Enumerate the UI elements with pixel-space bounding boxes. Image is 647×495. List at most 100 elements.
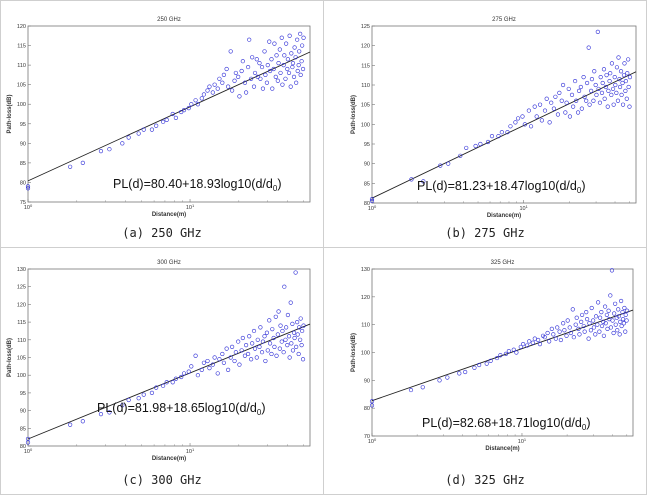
- data-point: [602, 96, 607, 101]
- y-tick-label: 110: [17, 338, 26, 344]
- data-point: [603, 321, 608, 326]
- data-point: [581, 323, 586, 329]
- data-point: [610, 86, 616, 92]
- data-point: [570, 307, 575, 312]
- data-point: [280, 328, 285, 334]
- data-point: [255, 337, 260, 342]
- y-tick-label: 85: [20, 161, 26, 167]
- data-point: [619, 92, 624, 97]
- data-point: [526, 108, 531, 113]
- data-point: [201, 360, 207, 365]
- data-point: [549, 326, 554, 331]
- x-tick-label: 101: [186, 203, 195, 211]
- data-point: [488, 358, 493, 363]
- data-point: [562, 328, 567, 333]
- data-point: [226, 84, 231, 89]
- data-point: [252, 70, 258, 76]
- data-point: [205, 88, 210, 93]
- data-point: [565, 318, 570, 323]
- data-point: [617, 332, 622, 337]
- data-point: [193, 353, 198, 358]
- data-point: [525, 343, 530, 348]
- data-point: [298, 72, 303, 77]
- data-point: [179, 109, 184, 115]
- data-point: [252, 346, 258, 351]
- data-point: [623, 329, 628, 334]
- data-point: [288, 300, 293, 305]
- data-point: [369, 399, 375, 404]
- data-point: [586, 336, 591, 341]
- data-point: [294, 344, 299, 349]
- data-point: [611, 330, 616, 336]
- data-point: [567, 114, 573, 119]
- data-point: [582, 94, 587, 99]
- data-point: [560, 82, 566, 88]
- data-point: [257, 61, 262, 66]
- data-point: [289, 51, 294, 56]
- data-point: [247, 334, 252, 339]
- data-point: [608, 325, 614, 330]
- y-tick-label: 95: [364, 142, 370, 148]
- data-point: [537, 342, 543, 347]
- data-point: [297, 325, 302, 330]
- data-point: [278, 323, 283, 328]
- y-tick-label: 70: [364, 434, 370, 440]
- data-point: [170, 380, 175, 385]
- data-point: [25, 436, 31, 442]
- data-point: [299, 59, 304, 64]
- y-tick-label: 110: [17, 63, 26, 69]
- y-tick-label: 120: [17, 24, 26, 30]
- plot-frame-b: [371, 25, 637, 204]
- data-point: [285, 66, 290, 72]
- data-point: [25, 186, 31, 191]
- data-point: [228, 355, 233, 360]
- data-point: [299, 343, 304, 348]
- data-point: [107, 410, 112, 415]
- data-point: [593, 82, 598, 88]
- data-point: [259, 64, 265, 70]
- data-point: [149, 390, 155, 396]
- chart-a: 250 GHz 75 80 85 90 95 100 105 110 115 120 100 101Di…: [7, 17, 311, 218]
- fit-equation-c: PL(d)=81.98+18.65log10(d/d0): [97, 401, 265, 417]
- data-point: [229, 344, 235, 349]
- data-point: [242, 353, 248, 358]
- data-point: [595, 322, 600, 327]
- data-point: [528, 124, 534, 129]
- data-point: [616, 314, 621, 319]
- data-point: [588, 88, 594, 93]
- data-point: [547, 120, 552, 125]
- data-point: [262, 49, 267, 54]
- y-tick-label: 110: [361, 323, 370, 329]
- data-point: [297, 49, 302, 54]
- data-point: [586, 45, 591, 50]
- data-point: [499, 130, 504, 135]
- data-point: [228, 49, 233, 54]
- data-point: [617, 76, 622, 82]
- data-point: [627, 104, 632, 109]
- data-point: [251, 84, 257, 89]
- y-tick-label: 80: [364, 406, 370, 412]
- data-point: [239, 68, 244, 74]
- data-point: [276, 309, 281, 314]
- data-point: [625, 71, 630, 76]
- data-point: [576, 326, 581, 331]
- data-point: [280, 82, 285, 87]
- data-point: [576, 88, 582, 93]
- data-point: [575, 110, 581, 115]
- x-tick-label: 100: [368, 204, 377, 212]
- x-axis-label-c: Distance(m): [152, 456, 186, 462]
- data-point: [595, 29, 600, 35]
- data-point: [620, 317, 626, 322]
- data-point: [189, 364, 194, 369]
- data-point: [217, 357, 222, 362]
- data-point: [279, 339, 284, 344]
- y-tick-label: 120: [361, 44, 370, 50]
- data-point: [298, 31, 303, 36]
- data-point: [567, 325, 572, 330]
- data-point: [564, 333, 569, 338]
- data-point: [173, 115, 178, 121]
- data-point: [289, 341, 294, 346]
- y-tick-label: 95: [20, 122, 26, 128]
- data-point: [544, 96, 549, 101]
- data-point: [258, 325, 263, 330]
